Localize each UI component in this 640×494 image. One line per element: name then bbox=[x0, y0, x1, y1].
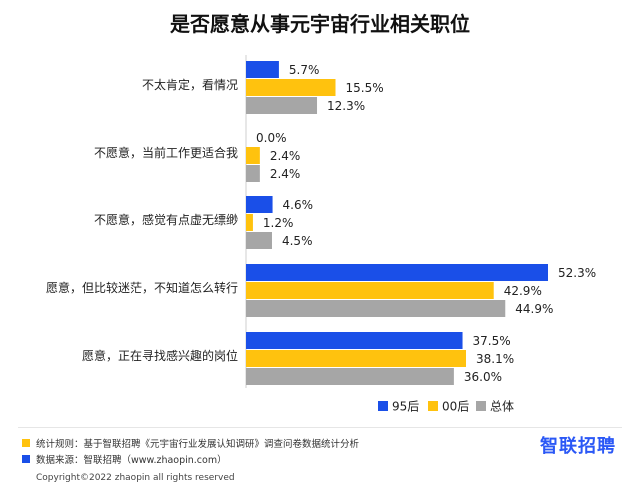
bar-zongti bbox=[246, 300, 506, 317]
data-label: 37.5% bbox=[473, 334, 511, 348]
copyright-text: Copyright©2022 zhaopin all rights reserv… bbox=[36, 473, 235, 483]
footer-divider bbox=[18, 427, 622, 428]
bar-zongti bbox=[246, 165, 260, 182]
legend-label: 95后 bbox=[392, 400, 419, 414]
data-label: 44.9% bbox=[515, 302, 553, 316]
category-label: 不愿意，感觉有点虚无缥缈 bbox=[94, 212, 238, 227]
brand-logo: 智联招聘 bbox=[540, 436, 616, 457]
bar-95hou bbox=[246, 332, 463, 349]
data-label: 2.4% bbox=[270, 149, 301, 163]
data-label: 5.7% bbox=[289, 63, 320, 77]
category-label: 愿意，正在寻找感兴趣的岗位 bbox=[82, 348, 238, 363]
category-label: 愿意，但比较迷茫，不知道怎么转行 bbox=[46, 280, 238, 295]
bar-00hou bbox=[246, 214, 253, 231]
data-label: 15.5% bbox=[346, 81, 384, 95]
legend-swatch bbox=[378, 401, 388, 411]
footer-note-source: 数据来源：智联招聘（www.zhaopin.com） bbox=[22, 452, 227, 466]
bar-zongti bbox=[246, 97, 318, 114]
bar-00hou bbox=[246, 282, 494, 299]
note-source-swatch bbox=[22, 455, 30, 463]
legend-label: 00后 bbox=[442, 400, 469, 414]
bar-00hou bbox=[246, 350, 467, 367]
data-label: 52.3% bbox=[558, 266, 596, 280]
data-label: 38.1% bbox=[476, 352, 514, 366]
data-label: 1.2% bbox=[263, 216, 294, 230]
bar-00hou bbox=[246, 79, 336, 96]
category-label: 不太肯定，看情况 bbox=[142, 77, 238, 92]
bar-zongti bbox=[246, 232, 272, 249]
data-label: 42.9% bbox=[504, 284, 542, 298]
legend-swatch bbox=[476, 401, 486, 411]
bar-95hou bbox=[246, 61, 279, 78]
footer-note-rule: 统计规则：基于智联招聘《元宇宙行业发展认知调研》调查问卷数据统计分析 bbox=[22, 436, 359, 450]
data-label: 12.3% bbox=[327, 99, 365, 113]
note-source-text: 数据来源：智联招聘（www.zhaopin.com） bbox=[36, 455, 227, 466]
bar-95hou bbox=[246, 264, 548, 281]
data-label: 36.0% bbox=[464, 370, 502, 384]
category-label: 不愿意，当前工作更适合我 bbox=[94, 145, 238, 160]
legend-swatch bbox=[428, 401, 438, 411]
data-label: 4.5% bbox=[282, 234, 313, 248]
bar-00hou bbox=[246, 147, 260, 164]
chart-title: 是否愿意从事元宇宙行业相关职位 bbox=[170, 12, 470, 36]
data-label: 2.4% bbox=[270, 167, 301, 181]
bar-zongti bbox=[246, 368, 454, 385]
note-rule-swatch bbox=[22, 439, 30, 447]
data-label: 4.6% bbox=[283, 198, 314, 212]
note-rule-text: 统计规则：基于智联招聘《元宇宙行业发展认知调研》调查问卷数据统计分析 bbox=[36, 439, 360, 450]
data-label: 0.0% bbox=[256, 131, 287, 145]
bar-95hou bbox=[246, 196, 273, 213]
bar-chart: 不太肯定，看情况 5.7% 15.5% 12.3% 不愿意，当前工作更适合我 0.0% 2.… bbox=[46, 55, 596, 414]
legend-label: 总体 bbox=[490, 400, 514, 414]
